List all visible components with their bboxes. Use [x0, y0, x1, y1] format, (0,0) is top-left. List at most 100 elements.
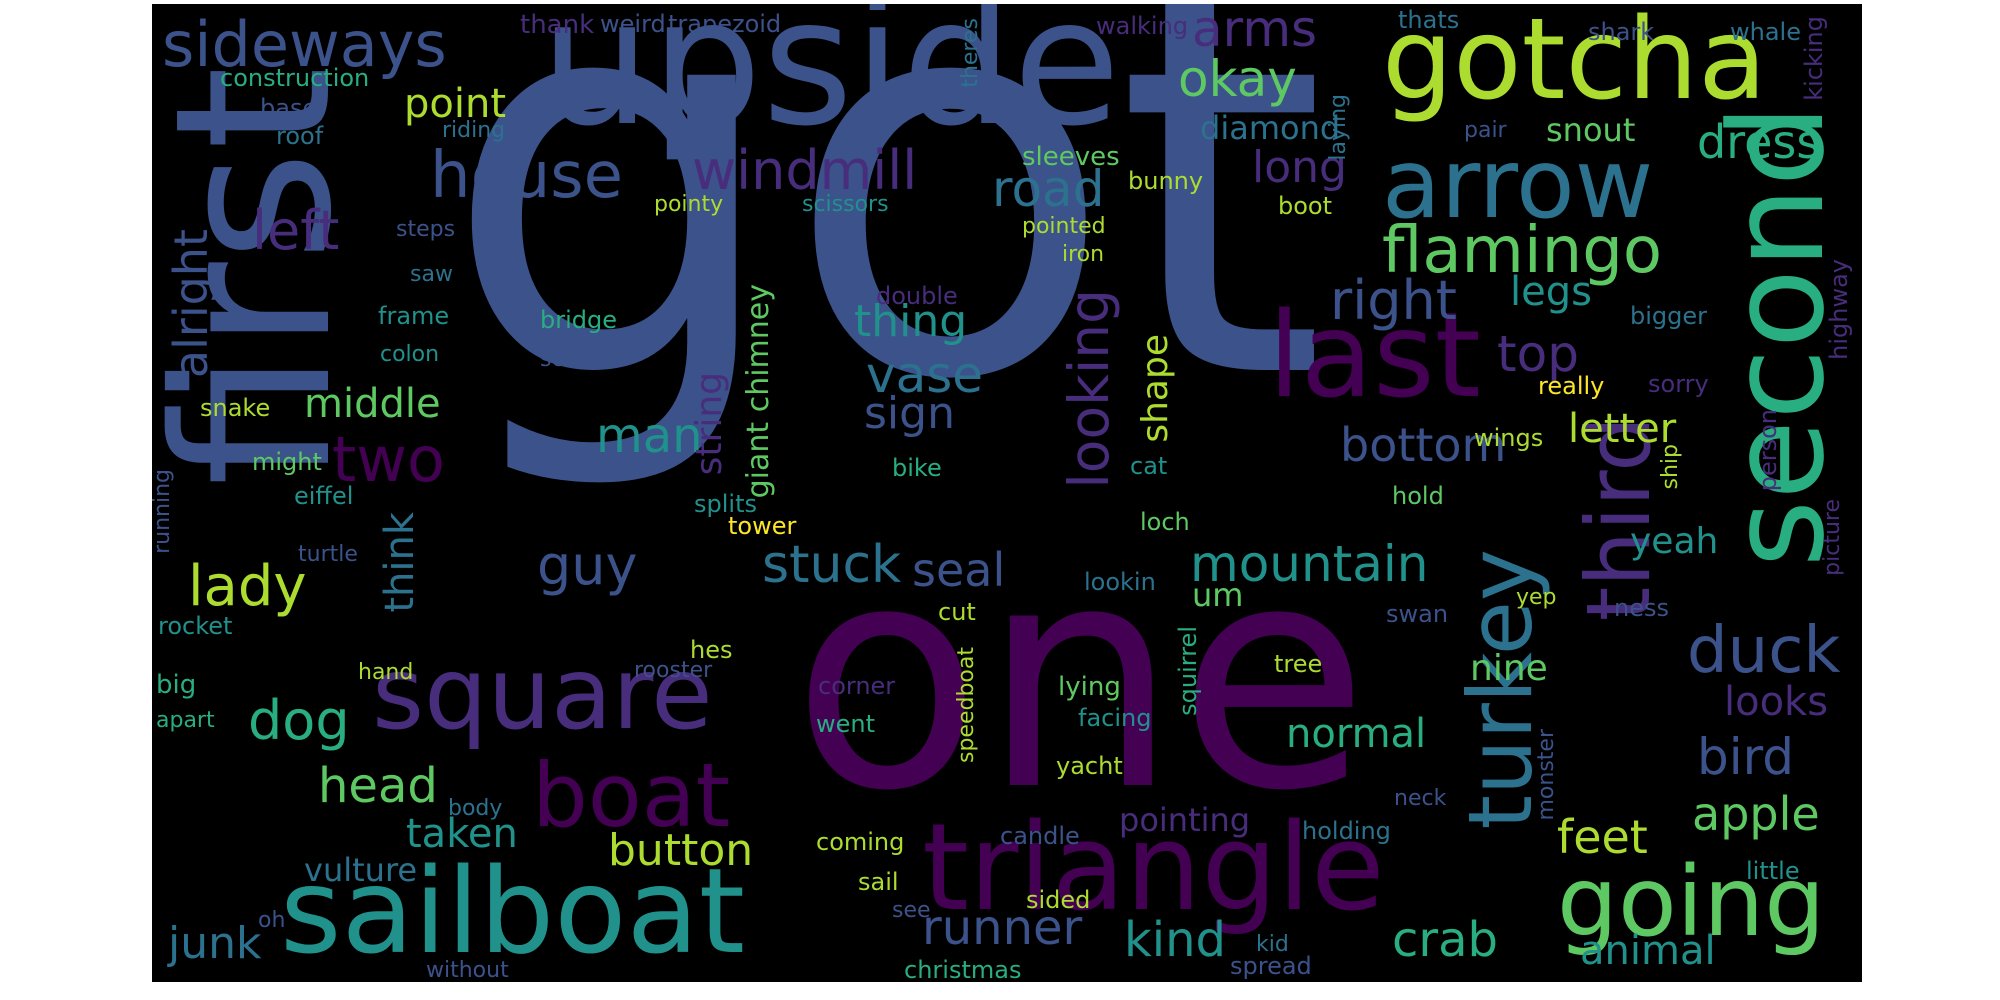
word-speedboat: speedboat	[954, 647, 979, 763]
word-stuck: stuck	[762, 535, 902, 595]
word-got: got	[442, 4, 1327, 498]
word-semi: semi	[540, 347, 593, 372]
word-boot: boot	[1278, 192, 1333, 220]
word-splits: splits	[694, 490, 757, 518]
word-left: left	[252, 199, 340, 262]
word-steps: steps	[396, 217, 456, 242]
word-feet: feet	[1557, 810, 1648, 864]
word-mountain: mountain	[1190, 535, 1429, 593]
word-monster: monster	[1534, 729, 1559, 821]
word-button: button	[608, 825, 754, 876]
word-hand: hand	[358, 660, 414, 685]
word-dress: dress	[1697, 115, 1821, 169]
word-vulture: vulture	[304, 851, 418, 889]
word-house: house	[430, 139, 623, 213]
word-man: man	[596, 408, 703, 464]
word-scissors: scissors	[802, 192, 889, 217]
word-sorry: sorry	[1648, 370, 1709, 398]
word-turtle: turtle	[298, 542, 358, 567]
word-right: right	[1330, 269, 1457, 332]
word-apple: apple	[1692, 787, 1820, 841]
word-head: head	[318, 758, 438, 814]
word-trapezoid: trapezoid	[668, 10, 782, 38]
word-nine: nine	[1470, 648, 1548, 689]
word-weird: weird	[600, 10, 666, 38]
word-eiffel: eiffel	[294, 482, 354, 510]
word-cat: cat	[1130, 452, 1168, 480]
word-thank: thank	[520, 10, 595, 40]
word-junk: junk	[168, 918, 262, 969]
word-iron: iron	[1062, 242, 1105, 267]
word-christmas: christmas	[904, 956, 1022, 982]
word-one: one	[792, 498, 1369, 859]
word-legs: legs	[1510, 269, 1592, 315]
word-pointed: pointed	[1022, 214, 1106, 239]
word-giant-chimney: giant chimney	[741, 284, 776, 499]
word-normal: normal	[1286, 711, 1427, 757]
word-candle: candle	[1000, 822, 1080, 850]
word-point: point	[404, 81, 507, 127]
word-spread: spread	[1230, 952, 1312, 980]
word-highway: highway	[1825, 259, 1853, 360]
word-laying: laying	[1326, 94, 1351, 161]
word-big: big	[156, 670, 197, 700]
word-ness: ness	[1614, 594, 1669, 622]
word-little: little	[1746, 857, 1800, 885]
word-really: really	[1538, 372, 1605, 400]
word-okay: okay	[1178, 50, 1297, 108]
word-ship: ship	[1658, 444, 1683, 490]
word-shape: shape	[1135, 334, 1176, 443]
word-holding: holding	[1302, 817, 1391, 845]
word-tree: tree	[1274, 650, 1323, 678]
word-looking: looking	[1057, 289, 1121, 489]
word-lady: lady	[188, 554, 307, 619]
word-person: person	[1754, 409, 1782, 492]
word-coming: coming	[816, 828, 905, 856]
word-top: top	[1497, 325, 1579, 383]
word-frame: frame	[378, 302, 450, 330]
word-whale: whale	[1730, 18, 1801, 46]
word-middle: middle	[304, 381, 441, 427]
word-yeah: yeah	[1630, 521, 1719, 562]
word-hes: hes	[690, 636, 733, 664]
word-body: body	[448, 796, 503, 821]
word-lying: lying	[1058, 672, 1121, 702]
word-loch: loch	[1140, 508, 1190, 536]
word-bike: bike	[892, 454, 942, 482]
word-going: going	[1557, 846, 1826, 958]
word-animal: animal	[1580, 928, 1716, 974]
word-shark: shark	[1588, 18, 1655, 46]
word-sideways: sideways	[162, 8, 447, 81]
word-sign: sign	[864, 388, 955, 439]
word-facing: facing	[1078, 704, 1152, 732]
word-kid: kid	[1256, 932, 1289, 957]
word-windmill: windmill	[692, 139, 918, 202]
word-sided: sided	[1026, 886, 1091, 914]
word-diamond: diamond	[1200, 109, 1341, 147]
word-letter: letter	[1568, 406, 1677, 452]
word-seal: seal	[912, 543, 1006, 597]
word-two: two	[332, 423, 445, 496]
word-apart: apart	[156, 708, 215, 733]
word-rocket: rocket	[158, 612, 233, 640]
word-hold: hold	[1392, 482, 1444, 510]
word-dog: dog	[248, 689, 350, 752]
word-guy: guy	[537, 534, 638, 597]
word-um: um	[1192, 576, 1244, 614]
word-pointy: pointy	[654, 192, 724, 217]
word-looks: looks	[1724, 679, 1829, 725]
word-construction: construction	[220, 64, 370, 92]
word-tower: tower	[728, 512, 797, 540]
word-upside: upside	[540, 4, 1121, 165]
word-crab: crab	[1392, 912, 1499, 968]
word-string: string	[689, 372, 730, 476]
word-see: see	[892, 898, 931, 923]
word-vase: vase	[866, 346, 984, 404]
word-swan: swan	[1386, 600, 1449, 628]
word-colon: colon	[380, 342, 440, 367]
word-yep: yep	[1516, 585, 1557, 610]
word-double: double	[876, 282, 958, 310]
word-alright: alright	[164, 229, 218, 379]
word-sail: sail	[858, 868, 899, 896]
word-taken: taken	[406, 811, 518, 857]
